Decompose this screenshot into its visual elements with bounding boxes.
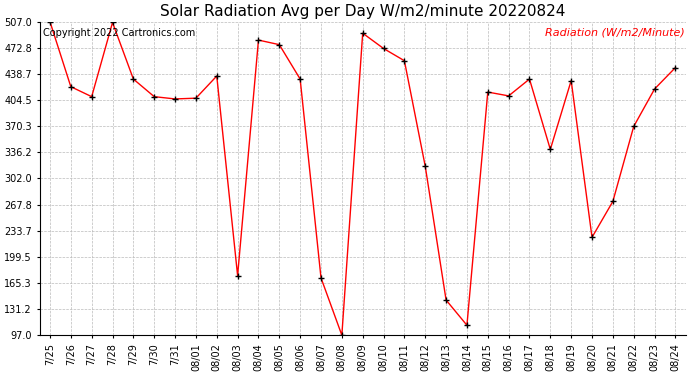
Title: Solar Radiation Avg per Day W/m2/minute 20220824: Solar Radiation Avg per Day W/m2/minute …	[160, 4, 565, 19]
Text: Copyright 2022 Cartronics.com: Copyright 2022 Cartronics.com	[43, 28, 195, 38]
Text: Radiation (W/m2/Minute): Radiation (W/m2/Minute)	[545, 28, 684, 38]
